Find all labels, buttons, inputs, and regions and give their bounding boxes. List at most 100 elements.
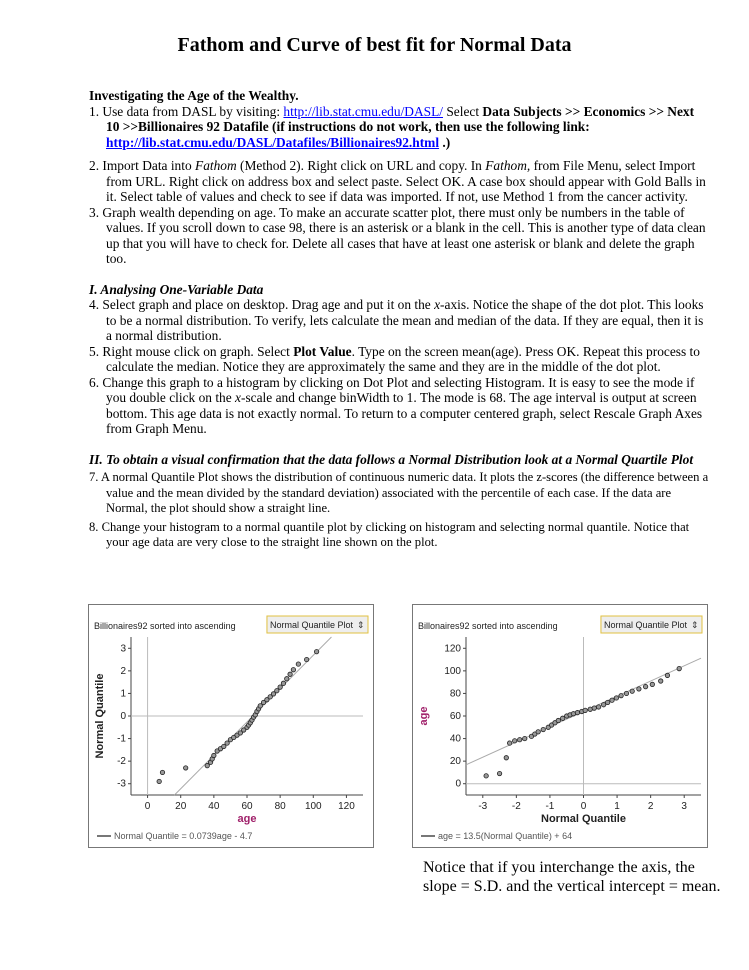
data-point: [257, 703, 263, 709]
y-tick-label: 20: [450, 756, 462, 767]
chart-age-vs-quantile: Billonaires92 sorted into ascending Norma…: [412, 604, 708, 848]
step-2: 2. Import Data into Fathom (Method 2). R…: [89, 158, 706, 204]
dropdown-box: [266, 615, 369, 634]
dropdown-label: Normal Quantile Plot: [604, 620, 688, 630]
data-point: [267, 694, 273, 700]
data-point: [156, 778, 162, 785]
x-tick-label: 80: [275, 801, 287, 812]
data-point: [540, 726, 546, 733]
data-point: [295, 661, 301, 667]
data-point: [260, 699, 267, 706]
data-point: [159, 769, 166, 776]
data-point: [560, 715, 566, 721]
x-tick-label: 20: [175, 801, 187, 812]
x-tick-label: 2: [648, 801, 654, 812]
x-tick-label: 0: [581, 801, 587, 812]
x-tick-label: 1: [614, 801, 620, 812]
data-point: [676, 665, 682, 672]
data-point: [601, 702, 607, 708]
data-point: [596, 704, 602, 710]
data-point: [270, 691, 277, 697]
data-point: [483, 773, 489, 779]
data-point: [287, 671, 293, 677]
y-tick-label: 120: [444, 643, 461, 654]
step-7: 7. A normal Quantile Plot shows the dist…: [89, 470, 709, 515]
data-point: [241, 727, 247, 733]
data-point: [221, 743, 227, 750]
x-tick-label: -1: [545, 801, 554, 812]
plot-type-dropdown[interactable]: Normal Quantile Plot ⇕: [600, 615, 703, 634]
step-4: 4. Select graph and place on desktop. Dr…: [89, 297, 704, 343]
data-point: [636, 686, 642, 692]
page-title: Fathom and Curve of best fit for Normal …: [177, 34, 572, 56]
data-point: [314, 649, 320, 655]
dropdown-box: [600, 615, 703, 634]
x-tick-label: -3: [478, 801, 487, 812]
y-tick-label: 40: [450, 734, 462, 745]
chart-title: Billionaires92 sorted into ascending: [94, 621, 236, 631]
legend-label: Normal Quantile = 0.0739age - 4.7: [114, 831, 252, 841]
x-tick-label: -2: [512, 801, 521, 812]
step-8: 8. Change your histogram to a normal qua…: [89, 519, 690, 550]
step-6: 6. Change this graph to a histogram by c…: [89, 374, 703, 437]
y-tick-label: 2: [120, 666, 126, 677]
data-point: [613, 695, 619, 701]
data-point: [224, 740, 230, 746]
data-point: [582, 707, 588, 713]
y-tick-label: 100: [444, 666, 461, 677]
y-tick-label: 0: [455, 779, 461, 790]
data-point: [609, 697, 615, 703]
x-axis-label: age: [238, 813, 257, 825]
document-body: Investigating the Age of the Wealthy. 1.…: [89, 88, 709, 551]
x-tick-label: 40: [208, 801, 220, 812]
plot-type-dropdown[interactable]: Normal Quantile Plot ⇕: [266, 615, 369, 634]
dasl-link[interactable]: http://lib.stat.cmu.edu/DASL/: [283, 103, 443, 119]
dropdown-label: Normal Quantile Plot: [270, 620, 354, 630]
data-point: [629, 688, 635, 694]
x-axis-label: Normal Quantile: [541, 813, 626, 825]
data-point: [503, 755, 509, 761]
y-tick-label: 1: [120, 688, 126, 699]
data-point: [623, 690, 630, 697]
data-point: [605, 699, 611, 706]
intro-heading: Investigating the Age of the Wealthy.: [89, 88, 299, 103]
chart-title: Billonaires92 sorted into ascending: [418, 621, 558, 631]
x-tick-label: 60: [241, 801, 253, 812]
data-point: [591, 705, 597, 711]
data-point: [280, 680, 287, 686]
y-tick-label: 80: [450, 688, 462, 699]
legend-label: age = 13.5(Normal Quantile) + 64: [438, 831, 572, 841]
data-point: [507, 740, 513, 746]
y-tick-label: 3: [120, 643, 126, 654]
y-tick-label: 0: [120, 711, 126, 722]
data-point: [496, 770, 503, 777]
data-point: [183, 765, 189, 771]
step-1: 1. Use data from DASL by visiting: http:…: [89, 103, 695, 150]
chart-quantile-vs-age: Billionaires92 sorted into ascending Norm…: [88, 604, 374, 848]
note-text: Notice that if you interchange the axis,…: [423, 859, 721, 895]
data-point: [512, 738, 518, 744]
y-axis-label: age: [418, 707, 430, 726]
y-tick-label: 60: [450, 711, 462, 722]
data-point: [535, 729, 541, 735]
data-point: [204, 763, 210, 769]
section-1-heading: I. Analysing One-Variable Data: [89, 281, 264, 297]
data-point: [517, 737, 523, 743]
x-tick-label: 3: [681, 801, 687, 812]
data-point: [643, 684, 649, 690]
dropdown-arrows-icon: ⇕: [357, 620, 365, 630]
data-point: [618, 693, 624, 699]
y-axis-label: Normal Quantile: [94, 674, 106, 759]
billionaires-link[interactable]: http://lib.stat.cmu.edu/DASL/Datafiles/B…: [106, 134, 440, 150]
data-point: [277, 684, 283, 690]
data-point: [658, 678, 664, 684]
data-point: [304, 656, 310, 663]
data-point: [211, 752, 217, 759]
data-point: [574, 710, 581, 716]
y-tick-label: -1: [117, 734, 126, 745]
x-tick-label: 0: [145, 801, 151, 812]
y-tick-label: -2: [117, 756, 126, 767]
data-point: [274, 688, 280, 694]
data-point: [555, 717, 561, 724]
x-tick-label: 100: [305, 801, 322, 812]
